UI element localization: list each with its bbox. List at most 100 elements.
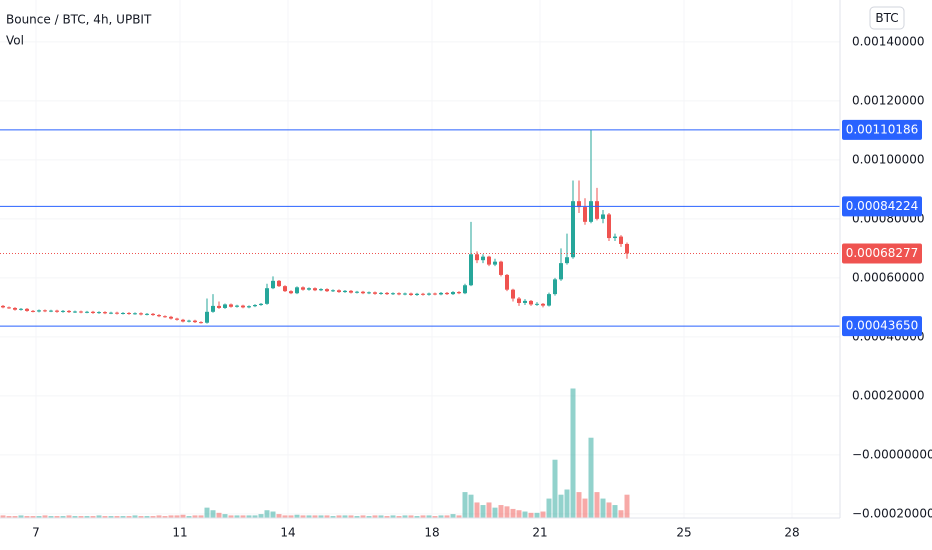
candle-body xyxy=(193,320,197,323)
x-tick-label: 28 xyxy=(784,526,799,540)
volume-bar xyxy=(36,516,42,518)
volume-bar xyxy=(270,511,276,518)
level-label: 0.00084224 xyxy=(846,199,919,213)
volume-bar xyxy=(534,512,540,518)
x-tick-label: 7 xyxy=(32,526,40,540)
level-label: 0.00043650 xyxy=(846,319,919,333)
candle-body xyxy=(31,310,35,312)
candle-body xyxy=(235,305,239,307)
volume-bar xyxy=(462,492,468,518)
volume-bar xyxy=(336,515,342,518)
candle-body xyxy=(451,292,455,295)
volume-bar xyxy=(606,502,612,518)
currency-button[interactable] xyxy=(869,6,905,30)
candle-body xyxy=(247,306,251,308)
volume-bar xyxy=(318,515,324,518)
candle-body xyxy=(337,290,341,293)
volume-bar xyxy=(426,515,432,518)
volume-bar xyxy=(564,489,570,518)
volume-bar xyxy=(540,511,546,518)
candle-body xyxy=(7,307,11,309)
volume-bar xyxy=(240,515,246,518)
volume-bar xyxy=(264,510,270,518)
volume-bar xyxy=(150,516,156,518)
volume-bar xyxy=(258,514,264,518)
candle-body xyxy=(139,313,143,315)
candle-body xyxy=(253,305,257,307)
candle-body xyxy=(163,316,167,318)
x-tick-label: 25 xyxy=(676,526,691,540)
candle-body xyxy=(169,316,173,319)
candle-body xyxy=(577,201,581,208)
volume-bar xyxy=(180,514,186,518)
volume-bar xyxy=(498,505,504,518)
candle-body xyxy=(175,318,179,320)
candle-body xyxy=(619,236,623,244)
volume-bar xyxy=(60,516,66,518)
candle-body xyxy=(61,310,65,312)
volume-bar xyxy=(78,516,84,518)
candle-body xyxy=(85,311,89,313)
candle-body xyxy=(319,289,323,291)
volume-bar xyxy=(198,515,204,518)
candle-body xyxy=(79,311,83,313)
candle-body xyxy=(151,313,155,316)
volume-bar xyxy=(174,515,180,518)
candle-body xyxy=(295,287,299,294)
volume-bar xyxy=(294,514,300,518)
candle-body xyxy=(217,305,221,308)
volume-bar xyxy=(528,512,534,518)
volume-bar xyxy=(432,516,438,518)
candle-body xyxy=(121,312,125,314)
candle-body xyxy=(91,311,95,313)
candle-body xyxy=(481,256,485,261)
candle-body xyxy=(499,261,503,275)
candle-body xyxy=(73,311,77,313)
volume-bar xyxy=(168,515,174,518)
candle-body xyxy=(511,289,515,299)
volume-bar xyxy=(516,510,522,518)
volume-bar xyxy=(282,515,288,518)
volume-bar xyxy=(84,516,90,518)
volume-bar xyxy=(570,388,576,518)
volume-bar xyxy=(492,507,498,518)
volume-bar xyxy=(372,515,378,518)
candle-body xyxy=(25,308,29,311)
volume-bar xyxy=(552,459,558,518)
x-tick-label: 11 xyxy=(172,526,187,540)
volume-bar xyxy=(510,508,516,518)
candle-body xyxy=(199,322,203,324)
volume-bar xyxy=(558,494,564,518)
volume-bar xyxy=(138,516,144,518)
candle-body xyxy=(307,288,311,290)
candle-body xyxy=(133,313,137,315)
volume-bar xyxy=(594,492,600,518)
candle-body xyxy=(421,293,425,295)
candle-body xyxy=(211,305,215,312)
candle-body xyxy=(547,294,551,306)
volume-bar xyxy=(588,437,594,518)
volume-bar xyxy=(486,502,492,518)
volume-bar xyxy=(186,516,192,518)
volume-bar xyxy=(474,502,480,518)
volume-bar xyxy=(222,514,228,518)
volume-bar xyxy=(312,515,318,518)
y-tick-label: −0.00020000 xyxy=(852,506,932,520)
volume-bar xyxy=(216,512,222,518)
y-tick-label: −0.00000000 xyxy=(852,447,932,461)
candle-body xyxy=(367,292,371,294)
candle-body xyxy=(1,305,5,308)
candle-body xyxy=(589,201,593,222)
candle-body xyxy=(97,312,101,314)
volume-bar xyxy=(354,516,360,518)
candle-body xyxy=(493,261,497,265)
candle-body xyxy=(127,312,131,314)
volume-bar xyxy=(456,515,462,518)
volume-bar xyxy=(504,506,510,518)
volume-bar xyxy=(348,515,354,518)
chart-title: Bounce / BTC, 4h, UPBIT xyxy=(6,13,152,27)
volume-bar xyxy=(576,492,582,518)
volume-bar xyxy=(366,516,372,518)
